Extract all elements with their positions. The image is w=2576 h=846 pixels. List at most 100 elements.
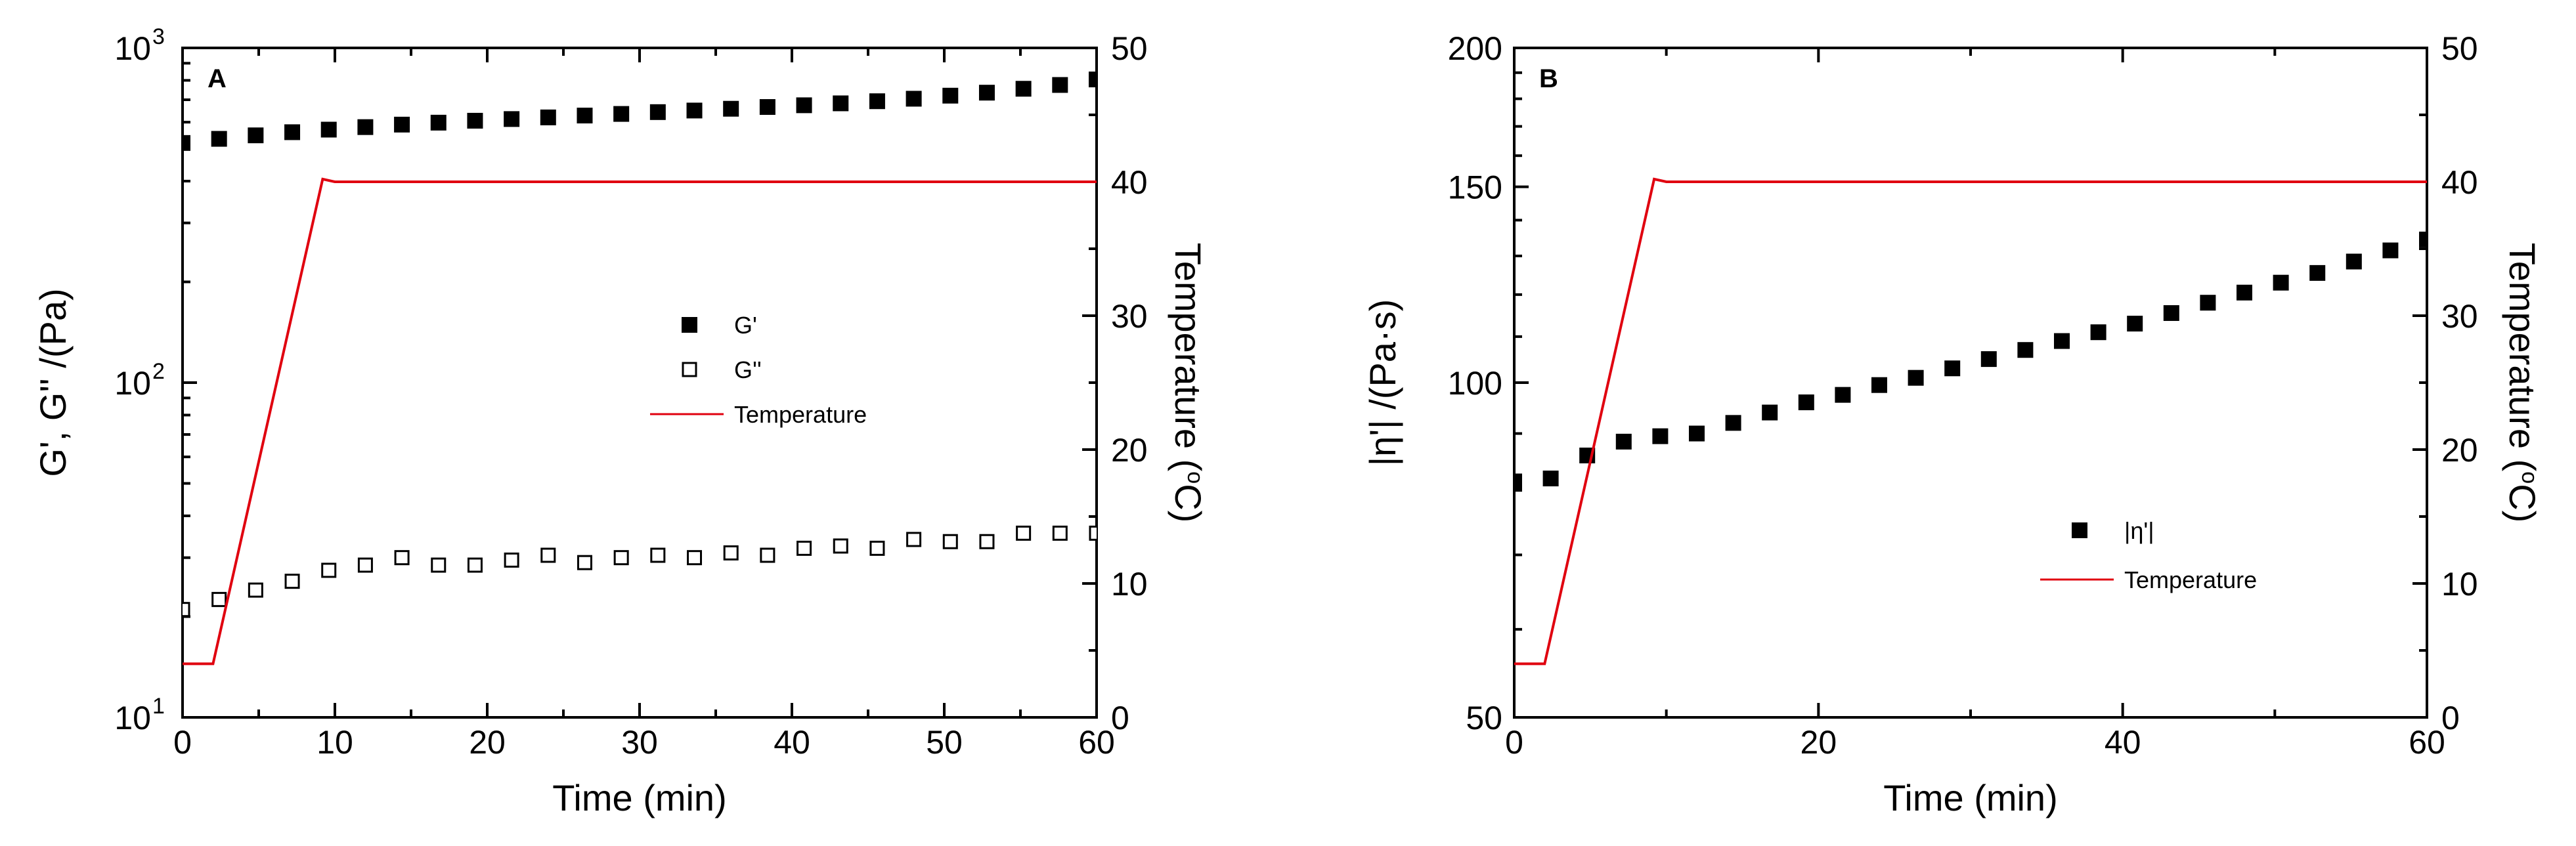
data-point-open: [797, 540, 812, 556]
panel-label: B: [1539, 64, 1558, 93]
data-point-filled: [978, 85, 995, 101]
plot-area: [1514, 177, 2427, 666]
data-point-filled: [1762, 404, 1778, 421]
data-point-open: [942, 534, 958, 549]
y2-label-text: Temperature (: [2502, 243, 2543, 472]
data-point-open: [211, 591, 227, 607]
legend-open-square: [682, 362, 697, 377]
y2-tick-label: 0: [1111, 700, 1129, 736]
x-tick-label: 40: [774, 724, 810, 761]
data-point-filled: [320, 121, 337, 138]
data-point-filled: [2346, 253, 2362, 270]
x-axis-label: Time (min): [552, 777, 726, 818]
data-point-filled: [833, 95, 849, 112]
y-axis-label: G', G'' /(Pa): [32, 288, 74, 476]
data-point-filled: [906, 91, 922, 107]
data-point-filled: [504, 111, 520, 127]
data-point-filled: [357, 119, 374, 135]
data-point-open: [284, 574, 300, 589]
data-point-filled: [1052, 77, 1068, 93]
y-tick-label: 10: [114, 30, 151, 67]
y-tick-exponent: 1: [152, 694, 165, 719]
data-point-filled: [2309, 264, 2326, 281]
x-tick-label: 40: [2105, 724, 2141, 761]
data-point-open: [1089, 525, 1097, 541]
y2-tick-label: 30: [1111, 298, 1148, 335]
data-point-open: [431, 557, 447, 573]
x-tick-label: 10: [317, 724, 353, 761]
y2-tick-label: 50: [1111, 30, 1148, 67]
data-point-filled: [1798, 394, 1814, 411]
y2-label-unit: C): [1168, 484, 1209, 522]
data-point-filled: [1725, 415, 1741, 431]
data-point-filled: [577, 108, 593, 124]
data-point-open: [723, 545, 739, 560]
legend-filled-square: [682, 317, 697, 333]
y-tick-label: 200: [1448, 30, 1502, 67]
data-point-filled: [2127, 316, 2143, 332]
data-point-filled: [394, 116, 410, 133]
plot-area: [183, 72, 1097, 666]
data-point-open: [906, 532, 922, 547]
data-point-filled: [284, 124, 301, 140]
temperature-line: [183, 177, 1097, 666]
data-point-filled: [211, 131, 227, 147]
x-tick-label: 0: [1505, 724, 1523, 761]
y-tick-label: 10: [114, 365, 151, 402]
data-point-filled: [2419, 231, 2427, 247]
data-point-filled: [2054, 333, 2070, 349]
data-point-open: [687, 550, 703, 566]
y2-tick-label: 0: [2441, 700, 2460, 736]
data-point-filled: [1980, 351, 1997, 368]
y-tick-label: 10: [114, 700, 151, 736]
y-tick-label: 50: [1466, 700, 1502, 736]
data-point-open: [650, 547, 666, 563]
data-point-filled: [2017, 342, 2034, 358]
data-point-filled: [2273, 274, 2289, 291]
x-tick-label: 50: [926, 724, 963, 761]
data-point-filled: [248, 127, 264, 144]
data-point-open: [613, 550, 629, 566]
data-point-open: [248, 582, 263, 598]
x-tick-label: 20: [469, 724, 506, 761]
data-point-filled: [1908, 370, 1924, 386]
data-point-filled: [796, 97, 812, 114]
data-point-filled: [2200, 295, 2216, 311]
data-point-open: [321, 562, 337, 578]
data-point-filled: [686, 102, 703, 119]
data-point-open: [357, 557, 373, 573]
data-point-filled: [759, 99, 775, 116]
y2-tick-label: 50: [2441, 30, 2478, 67]
data-point-filled: [1689, 425, 1705, 442]
data-point-open: [577, 555, 592, 570]
y2-tick-label: 10: [1111, 566, 1148, 603]
panel-label: A: [207, 64, 227, 93]
data-point-open: [979, 534, 995, 549]
x-tick-label: 20: [1801, 724, 1837, 761]
legend-filled-square: [2072, 522, 2087, 538]
data-point-filled: [1615, 433, 1632, 450]
legend-label: Temperature: [734, 401, 867, 428]
data-point-filled: [649, 104, 666, 120]
plot-frame: [181, 47, 1098, 719]
data-point-open: [760, 547, 775, 563]
y2-tick-label: 10: [2441, 566, 2478, 603]
data-point-open: [504, 552, 519, 568]
legend: |η'| Temperature: [2040, 517, 2257, 593]
data-point-filled: [1871, 377, 1887, 393]
x-tick-label: 60: [1078, 724, 1115, 761]
data-point-open: [1052, 525, 1068, 541]
data-point-filled: [183, 135, 190, 151]
data-point-open: [1016, 525, 1032, 541]
data-point-filled: [2382, 242, 2399, 259]
x-tick-label: 0: [173, 724, 192, 761]
y2-label-text: Temperature (: [1168, 243, 1209, 472]
y2-axis-label: Temperature (oC): [1168, 243, 1209, 523]
chart-b: 0 20 40 60 Time (min) 50 100 150 200 0 10 20 30 40 50 |…: [1362, 30, 2543, 818]
data-point-open: [183, 602, 190, 618]
legend-label: G': [734, 312, 757, 339]
data-point-filled: [467, 112, 483, 129]
data-point-filled: [2163, 305, 2179, 321]
data-point-filled: [1542, 471, 1559, 487]
